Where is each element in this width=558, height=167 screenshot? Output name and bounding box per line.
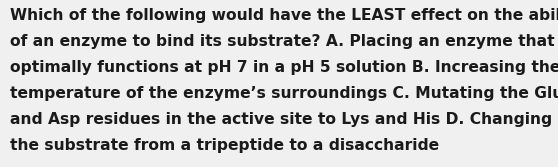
Text: optimally functions at pH 7 in a pH 5 solution B. Increasing the: optimally functions at pH 7 in a pH 5 so… <box>10 60 558 75</box>
Text: of an enzyme to bind its substrate? A. Placing an enzyme that: of an enzyme to bind its substrate? A. P… <box>10 34 555 49</box>
Text: and Asp residues in the active site to Lys and His D. Changing: and Asp residues in the active site to L… <box>10 112 552 127</box>
Text: the substrate from a tripeptide to a disaccharide: the substrate from a tripeptide to a dis… <box>10 138 439 153</box>
Text: temperature of the enzyme’s surroundings C. Mutating the Glu: temperature of the enzyme’s surroundings… <box>10 86 558 101</box>
Text: Which of the following would have the LEAST effect on the ability: Which of the following would have the LE… <box>10 8 558 23</box>
